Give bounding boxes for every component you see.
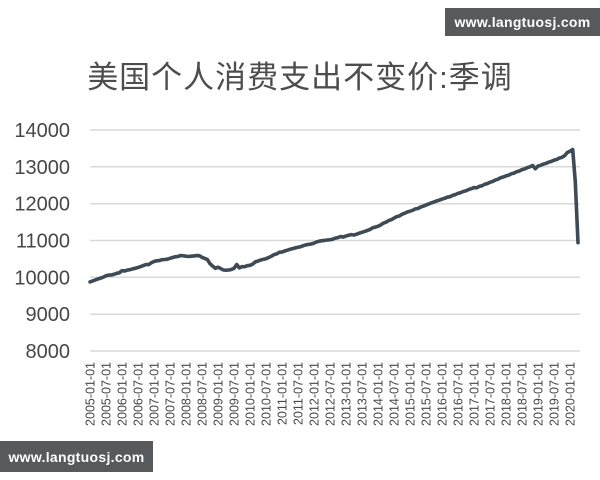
x-tick-label: 2014-01-01 xyxy=(371,362,385,426)
x-tick-label: 2015-07-01 xyxy=(419,362,433,426)
watermark-badge-top-right: www.langtuosj.com xyxy=(445,8,600,36)
x-tick-label: 2006-07-01 xyxy=(131,362,145,426)
x-tick-label: 2013-07-01 xyxy=(355,362,369,426)
watermark-badge-bottom-left: www.langtuosj.com xyxy=(0,441,153,472)
chart-title: 美国个人消费支出不变价:季调 xyxy=(87,60,513,95)
x-tick-label: 2006-01-01 xyxy=(115,362,129,426)
x-tick-label: 2011-01-01 xyxy=(275,362,289,425)
x-tick-label: 2010-07-01 xyxy=(259,362,273,426)
x-tick-label: 2015-01-01 xyxy=(403,362,417,426)
x-tick-label: 2005-01-01 xyxy=(83,362,97,426)
x-tick-label: 2009-07-01 xyxy=(227,362,241,426)
watermark-text: www.langtuosj.com xyxy=(454,14,591,30)
x-tick-label: 2007-01-01 xyxy=(147,362,161,426)
y-tick-label: 11000 xyxy=(16,231,70,253)
x-tick-label: 2012-07-01 xyxy=(323,362,337,426)
x-tick-label: 2011-07-01 xyxy=(291,362,305,425)
y-tick-label: 10000 xyxy=(14,267,70,289)
x-tick-label: 2017-07-01 xyxy=(483,362,497,426)
x-tick-label: 2016-07-01 xyxy=(451,362,465,426)
y-tick-label: 9000 xyxy=(26,304,71,326)
watermark-text: www.langtuosj.com xyxy=(8,448,145,465)
x-tick-label: 2019-07-01 xyxy=(547,362,561,426)
x-tick-label: 2019-01-01 xyxy=(531,362,545,426)
x-tick-label: 2018-01-01 xyxy=(499,362,513,426)
pce-series-line xyxy=(88,147,580,284)
x-tick-label: 2014-07-01 xyxy=(387,362,401,426)
y-tick-label: 13000 xyxy=(14,157,70,179)
x-tick-label: 2005-07-01 xyxy=(99,362,113,426)
x-tick-label: 2007-07-01 xyxy=(163,362,177,426)
x-tick-label: 2016-01-01 xyxy=(435,362,449,426)
y-tick-label: 8000 xyxy=(26,341,71,363)
x-tick-label: 2018-07-01 xyxy=(515,362,529,426)
x-tick-label: 2008-07-01 xyxy=(195,362,209,426)
x-tick-label: 2020-01-01 xyxy=(563,362,577,426)
x-tick-label: 2009-01-01 xyxy=(211,362,225,426)
x-tick-label: 2013-01-01 xyxy=(339,362,353,426)
x-tick-label: 2010-01-01 xyxy=(243,362,257,426)
x-tick-label: 2008-01-01 xyxy=(179,362,193,426)
y-tick-label: 14000 xyxy=(14,120,70,142)
x-tick-label: 2017-01-01 xyxy=(467,362,481,426)
y-tick-label: 12000 xyxy=(14,194,70,216)
x-tick-label: 2012-01-01 xyxy=(307,362,321,426)
